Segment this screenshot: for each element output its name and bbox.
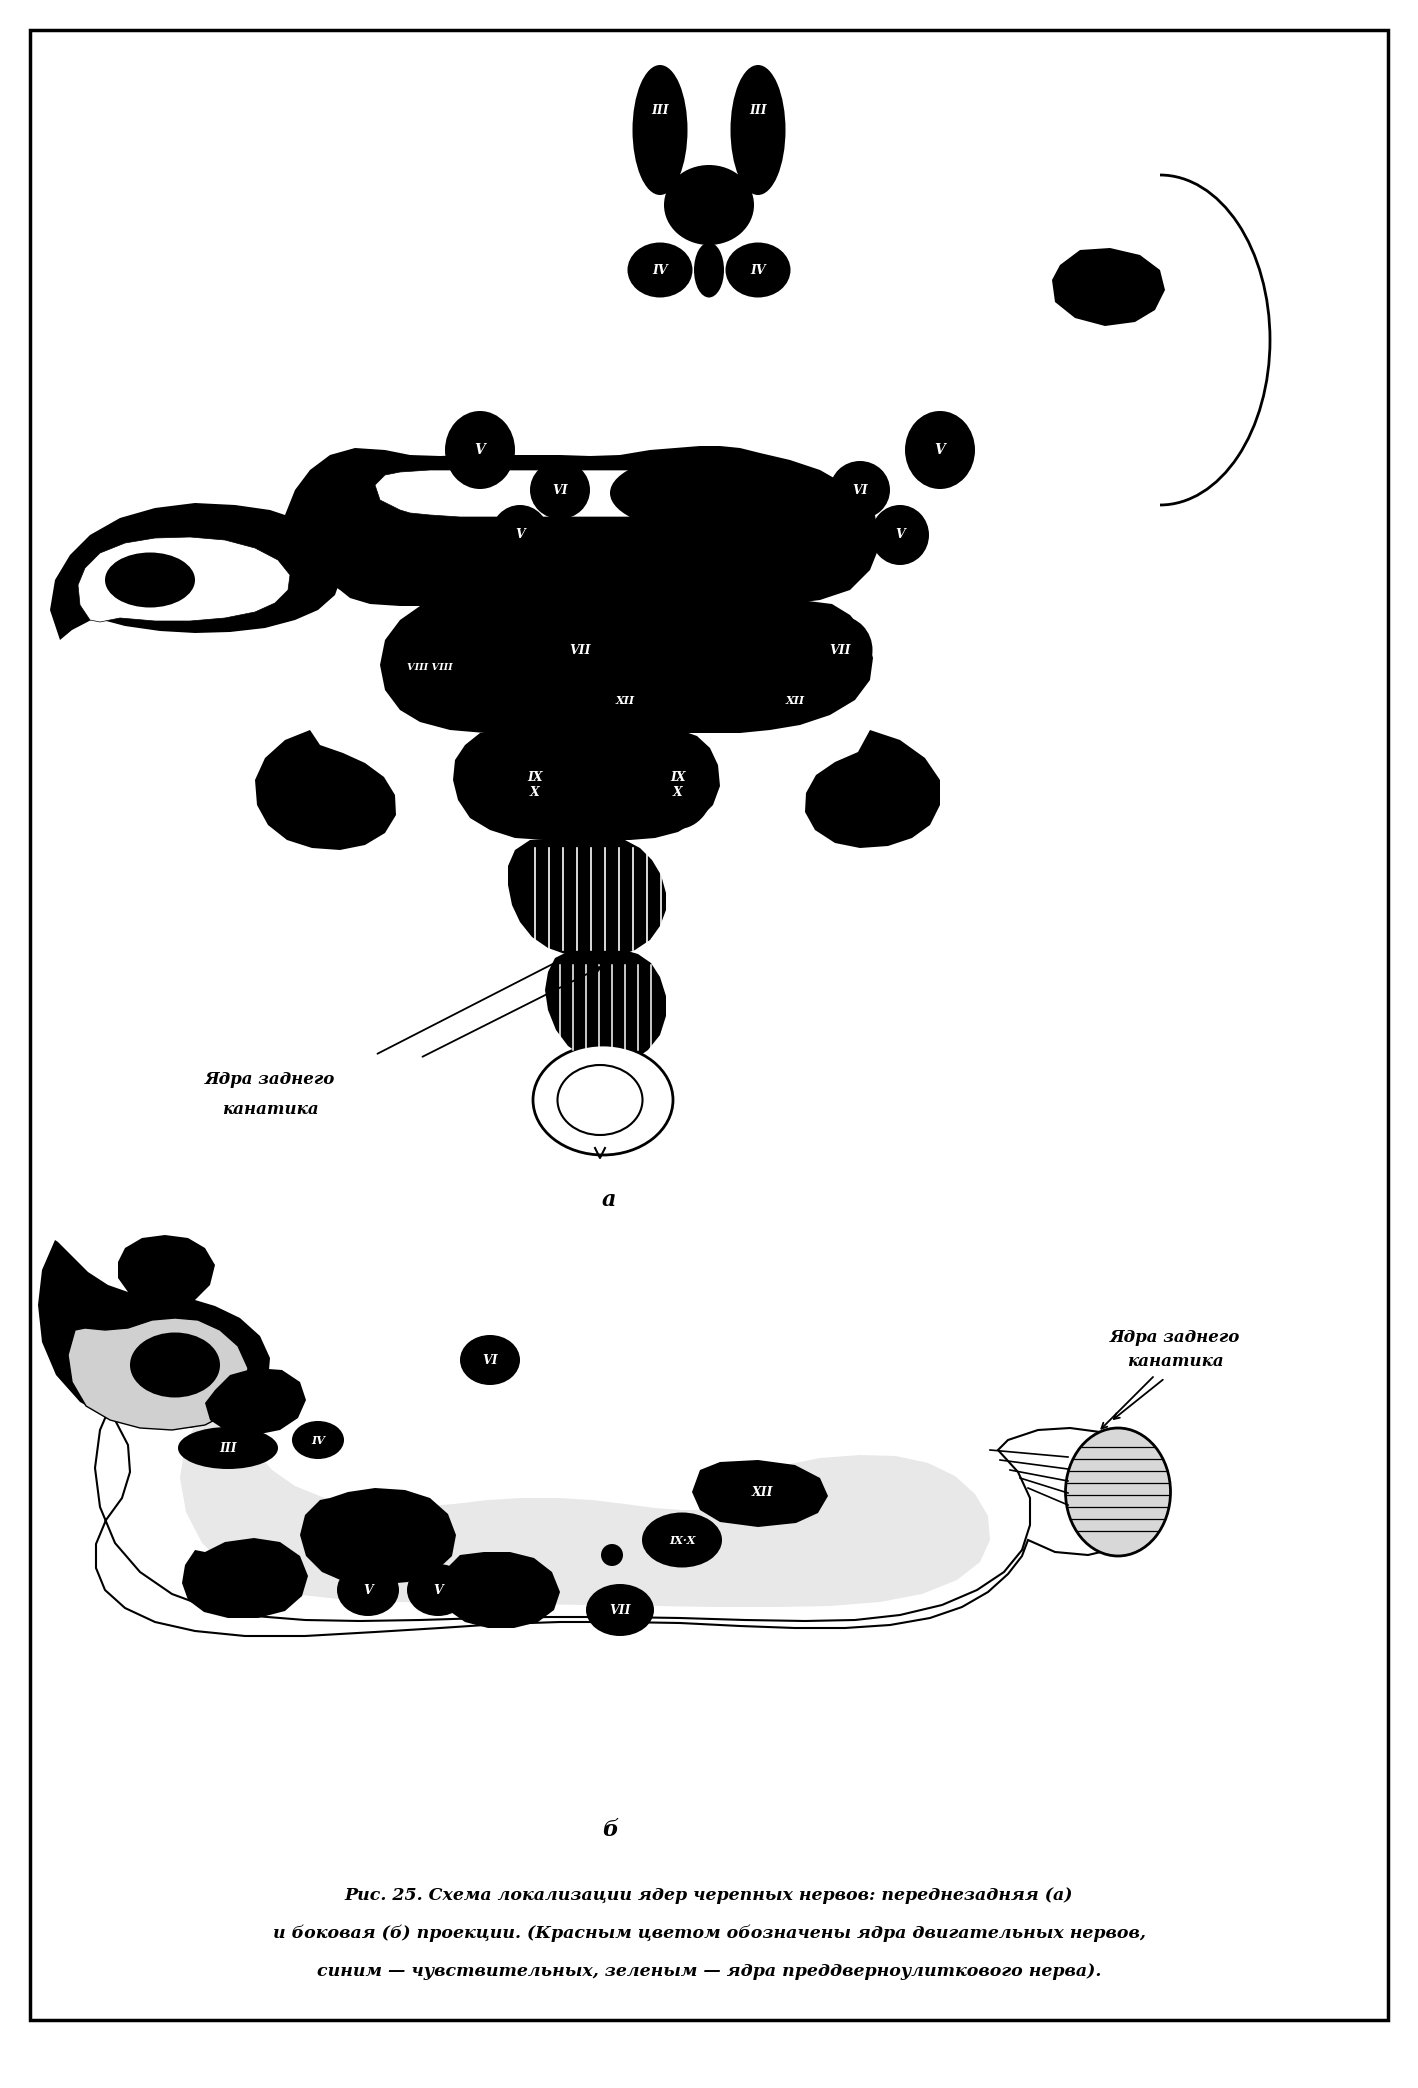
Polygon shape [38, 1234, 269, 1428]
Text: VIIb: VIIb [1008, 664, 1032, 672]
Text: III: III [220, 1441, 237, 1455]
Text: XII: XII [752, 1485, 773, 1499]
Polygon shape [182, 1539, 308, 1618]
Text: Ядра заднего: Ядра заднего [1110, 1330, 1241, 1347]
Ellipse shape [807, 616, 872, 685]
Ellipse shape [530, 461, 590, 520]
Ellipse shape [610, 453, 810, 532]
Text: IV: IV [750, 263, 766, 276]
Polygon shape [301, 1489, 457, 1585]
Text: б: б [601, 1819, 618, 1842]
Ellipse shape [557, 1065, 642, 1136]
Ellipse shape [130, 1332, 220, 1397]
Polygon shape [180, 1389, 990, 1608]
Text: V: V [895, 528, 905, 541]
Text: Рис. 25. Схема локализации ядер черепных нервов: переднезадняя (а): Рис. 25. Схема локализации ядер черепных… [345, 1885, 1073, 1904]
Text: VI: VI [852, 484, 868, 497]
Ellipse shape [1065, 1428, 1170, 1556]
Ellipse shape [499, 741, 571, 829]
Ellipse shape [642, 1512, 722, 1568]
Ellipse shape [601, 1543, 623, 1566]
Polygon shape [440, 1551, 560, 1629]
Text: V: V [363, 1583, 373, 1597]
Text: канатика: канатика [221, 1102, 318, 1119]
Text: IV: IV [311, 1434, 325, 1445]
Text: VII: VII [569, 643, 591, 656]
Text: Ядра заднего: Ядра заднего [204, 1071, 335, 1088]
Ellipse shape [830, 461, 891, 520]
Ellipse shape [642, 741, 715, 829]
Text: VIII VIII: VIII VIII [407, 664, 452, 672]
Ellipse shape [730, 65, 786, 194]
Polygon shape [374, 470, 737, 518]
Polygon shape [285, 447, 881, 606]
Ellipse shape [628, 242, 692, 296]
Ellipse shape [726, 242, 790, 296]
Polygon shape [692, 1460, 828, 1526]
Polygon shape [68, 1318, 248, 1430]
Polygon shape [95, 1395, 1159, 1637]
Ellipse shape [105, 553, 196, 608]
Ellipse shape [632, 65, 688, 194]
Polygon shape [255, 731, 396, 850]
Ellipse shape [547, 616, 613, 685]
Ellipse shape [407, 1564, 469, 1616]
Ellipse shape [445, 411, 515, 489]
Text: и боковая (б) проекции. (Красным цветом обозначены ядра двигательных нервов,: и боковая (б) проекции. (Красным цветом … [272, 1925, 1146, 1942]
Ellipse shape [871, 505, 929, 566]
Ellipse shape [586, 1585, 654, 1637]
Ellipse shape [491, 505, 549, 566]
Text: IX·X: IX·X [669, 1535, 695, 1545]
Text: VII: VII [610, 1604, 631, 1616]
Text: III: III [651, 104, 669, 117]
Ellipse shape [664, 165, 754, 244]
Polygon shape [805, 731, 940, 848]
Polygon shape [206, 1368, 306, 1434]
Ellipse shape [533, 1044, 674, 1155]
Text: VII: VII [830, 643, 851, 656]
Ellipse shape [179, 1426, 278, 1470]
Ellipse shape [337, 1564, 398, 1616]
Polygon shape [545, 948, 666, 1063]
Polygon shape [78, 537, 291, 622]
Text: XII: XII [786, 695, 804, 706]
Text: V: V [432, 1583, 442, 1597]
Text: V: V [934, 443, 946, 457]
Text: IX
X: IX X [671, 770, 686, 800]
Text: VI: VI [482, 1353, 498, 1366]
Text: VI: VI [552, 484, 567, 497]
Text: IV: IV [652, 263, 668, 276]
Text: а: а [601, 1188, 617, 1211]
Text: синим — чувствительных, зеленым — ядра преддверноулиткового нерва).: синим — чувствительных, зеленым — ядра п… [316, 1963, 1102, 1979]
Ellipse shape [459, 1334, 520, 1384]
Ellipse shape [905, 411, 976, 489]
Text: канатика: канатика [1127, 1353, 1224, 1370]
Ellipse shape [693, 242, 725, 296]
Polygon shape [380, 597, 873, 733]
Polygon shape [508, 837, 666, 958]
Text: IX
X: IX X [527, 770, 543, 800]
Polygon shape [452, 731, 720, 839]
Text: V: V [475, 443, 485, 457]
Text: V: V [515, 528, 525, 541]
Polygon shape [50, 503, 342, 641]
Text: XII: XII [615, 695, 635, 706]
Text: III: III [749, 104, 767, 117]
Polygon shape [1052, 248, 1166, 326]
Ellipse shape [292, 1422, 345, 1460]
